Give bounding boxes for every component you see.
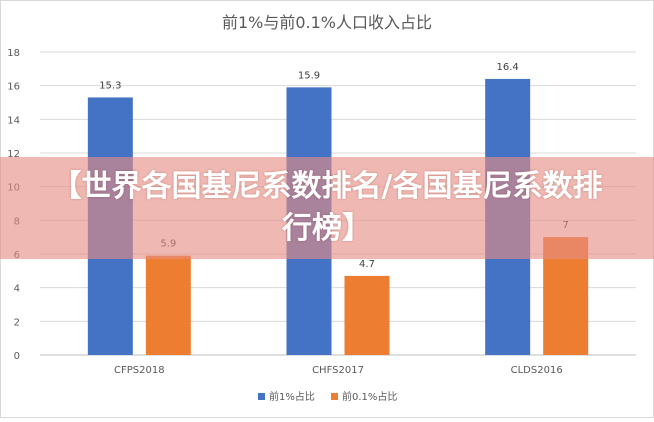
y-tick-label: 14: [7, 115, 20, 126]
chart-title: 前1%与前0.1%人口收入占比: [222, 13, 432, 32]
legend: 前1%占比 前0.1%占比: [258, 390, 397, 403]
y-tick-label: 12: [7, 149, 20, 160]
y-tick-label: 18: [7, 48, 20, 59]
bar-top01-cfps2018: [145, 255, 191, 355]
data-label: 16.4: [497, 62, 519, 73]
legend-label-top01: 前0.1%占比: [342, 390, 397, 403]
legend-swatch-top1: [258, 393, 265, 400]
legend-label-top1: 前1%占比: [269, 390, 315, 403]
legend-swatch-top01: [331, 393, 338, 400]
data-label: 15.3: [99, 80, 121, 91]
x-tick-label: CHFS2017: [312, 365, 364, 376]
y-tick-label: 2: [14, 317, 20, 328]
data-label: 4.7: [359, 259, 375, 270]
overlay-banner: 【世界各国基尼系数排名/各国基尼系数排行榜】: [0, 157, 654, 259]
y-tick-label: 16: [7, 82, 20, 93]
y-tick-label: 4: [14, 284, 20, 295]
x-tick-label: CFPS2018: [114, 365, 165, 376]
data-label: 15.9: [298, 70, 320, 81]
x-tick-label: CLDS2016: [511, 365, 563, 376]
x-axis-ticks: CFPS2018 CHFS2017 CLDS2016: [114, 365, 563, 376]
y-tick-label: 0: [14, 351, 20, 362]
bar-top01-chfs2017: [344, 275, 390, 355]
overlay-banner-text: 【世界各国基尼系数排名/各国基尼系数排行榜】: [51, 169, 603, 246]
